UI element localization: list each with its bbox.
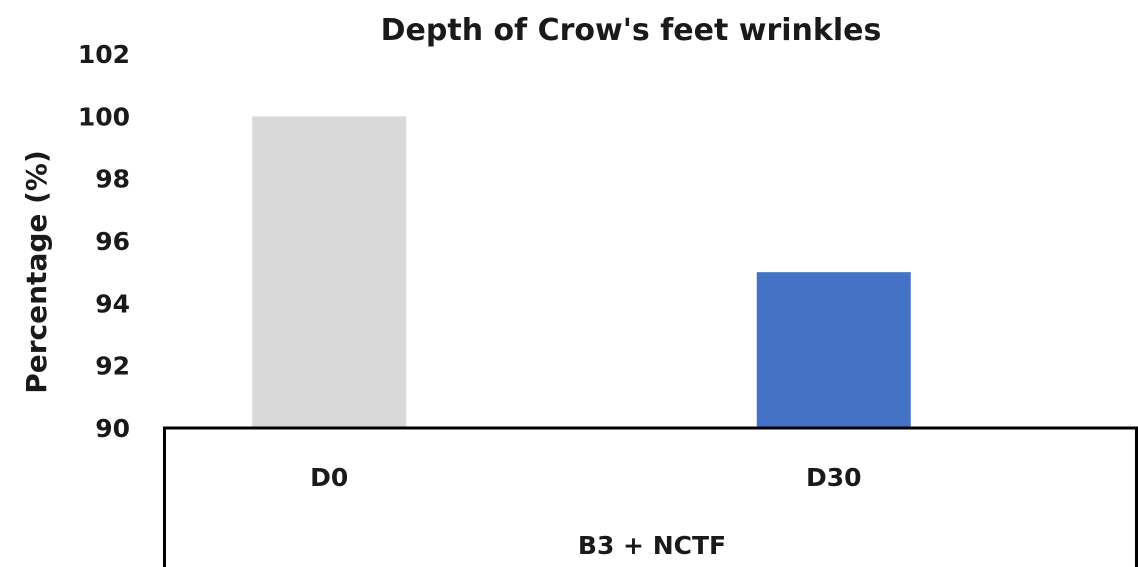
bars bbox=[252, 116, 911, 428]
chart-title: Depth of Crow's feet wrinkles bbox=[381, 13, 882, 48]
bar-d30 bbox=[756, 272, 911, 428]
y-tick-label: 100 bbox=[78, 102, 130, 131]
y-tick-label: 96 bbox=[95, 227, 130, 256]
y-tick-label: 102 bbox=[78, 40, 130, 69]
y-axis-tick-labels: 90 92 94 96 98 100 102 bbox=[78, 40, 130, 443]
y-tick-label: 98 bbox=[95, 165, 130, 194]
category-label-d30: D30 bbox=[806, 463, 862, 492]
y-tick-label: 94 bbox=[95, 289, 130, 318]
bar-d0 bbox=[252, 116, 407, 428]
y-axis-title: Percentage (%) bbox=[20, 150, 53, 394]
category-label-d0: D0 bbox=[310, 463, 348, 492]
y-tick-label: 90 bbox=[95, 414, 130, 443]
group-label: B3 + NCTF bbox=[578, 531, 726, 560]
y-tick-label: 92 bbox=[95, 352, 130, 381]
category-labels: D0 D30 bbox=[310, 463, 861, 492]
